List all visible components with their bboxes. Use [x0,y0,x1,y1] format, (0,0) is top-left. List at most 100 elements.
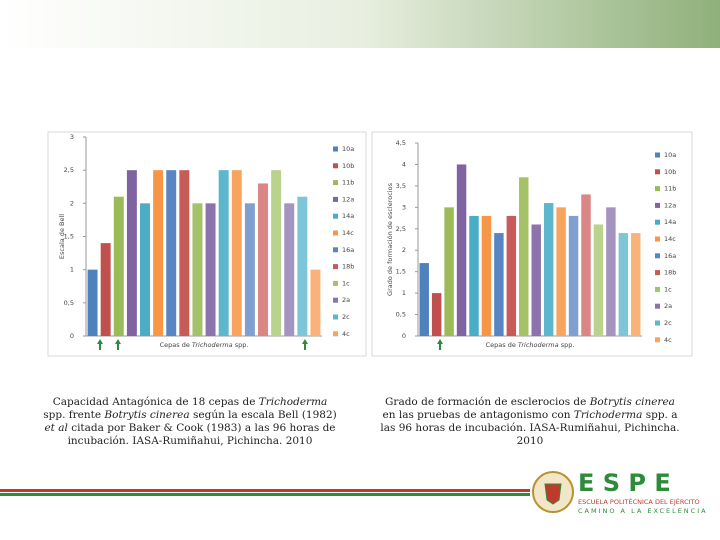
caption: Grado de formación de esclerocios de Bot… [380,396,680,448]
legend-label: 11b [664,185,676,193]
legend-swatch [655,337,660,343]
legend-swatch [333,331,338,337]
bar [166,170,177,336]
y-tick-label: 2 [402,246,406,254]
legend-label: 14a [664,218,676,226]
caption-part: spp. a las 96 horas de incubación. IASA-… [380,409,680,447]
x-axis-label: Cepas de Trichoderma spp. [160,341,249,349]
caption: Capacidad Antagónica de 18 cepas de Tric… [40,396,340,448]
legend-swatch [655,186,660,192]
legend-swatch [655,253,660,259]
x-axis-label-part: spp. [559,341,575,349]
bar [244,203,255,336]
bar [581,194,591,336]
x-axis-label-part: Trichoderma [518,341,559,349]
legend-swatch [655,286,660,292]
legend-label: 2c [342,313,350,321]
legend-swatch [333,247,338,253]
caption-part: Capacidad Antagónica de 18 cepas de [52,396,259,408]
legend-label: 16a [664,252,676,260]
legend-swatch [333,280,338,286]
y-tick-label: 0,5 [396,311,406,319]
bar [568,215,579,336]
bar [87,269,98,336]
bar [140,203,150,336]
legend-swatch [333,146,338,152]
legend-swatch [333,180,338,186]
legend-label: 2c [664,319,672,327]
y-tick-label: 1 [402,289,406,297]
legend-swatch [655,152,660,158]
legend-label: 10a [664,151,676,159]
y-tick-label: 1 [70,266,74,274]
logo-name: E S P E [578,469,671,497]
y-tick-label: 4,5 [396,139,406,147]
x-axis-label-part: Trichoderma [192,341,233,349]
caption-part: et al [44,422,68,434]
y-tick-label: 4 [402,160,406,168]
y-tick-label: 0,5 [64,299,74,307]
legend-label: 18b [342,263,354,271]
arrow-marker [437,339,443,350]
bar [456,164,467,336]
bar [506,215,517,336]
y-tick-label: 0 [402,332,406,340]
y-axis-label: Escala de Bell [58,214,66,259]
legend-label: 16a [342,246,354,254]
legend-swatch [333,230,338,236]
bar [153,170,164,336]
bar [631,233,641,336]
x-axis-label: Cepas de Trichoderma spp. [486,341,575,349]
legend-label: 10b [342,162,354,170]
bar [531,224,541,336]
bar [179,170,190,336]
legend-swatch [333,163,338,169]
legend-label: 4c [664,336,672,344]
legend-label: 10a [342,145,354,153]
bar [556,207,566,336]
y-axis-label: Grado de formación de esclerocios [386,182,394,296]
legend-swatch [655,202,660,208]
x-axis-label-part: spp. [233,341,249,349]
footer-line [0,489,530,492]
legend-label: 2a [664,302,672,310]
bar [271,170,282,336]
arrow-marker [302,339,308,350]
y-tick-label: 3 [402,203,406,211]
caption-part: Trichoderma [258,396,328,408]
legend-swatch [655,236,660,242]
y-tick-label: 3 [70,133,74,141]
caption-part: Botrytis cinerea [589,396,675,408]
legend-swatch [333,213,338,219]
y-tick-label: 2,5 [396,225,406,233]
y-tick-label: 1,5 [64,233,74,241]
arrow-marker [115,339,121,350]
x-axis-label-part: Cepas de [486,341,518,349]
logo-line: ESCUELA POLITÉCNICA DEL EJÉRCITO [578,497,700,506]
y-tick-label: 0 [70,332,74,340]
caption-part: Grado de formación de esclerocios de [385,396,590,408]
legend-swatch [333,196,338,202]
bar [126,170,137,336]
footer-line [0,493,530,496]
bar [593,224,604,336]
arrow-marker [97,339,103,350]
bar [258,183,268,336]
legend-label: 1c [664,285,672,293]
legend-label: 12a [342,195,354,203]
bar [100,243,111,336]
bar [519,177,529,336]
bar [444,207,454,336]
logo-line: CAMINO A LA EXCELENCIA [578,507,708,515]
bar [297,196,308,336]
legend-label: 4c [342,330,350,338]
logo-shield [544,483,562,505]
caption-part: según la escala Bell (1982) [189,409,337,421]
bar [469,215,479,336]
legend-swatch [333,264,338,270]
bar [606,207,616,336]
y-tick-label: 2,5 [64,166,74,174]
caption-part: en las pruebas de antagonismo con [382,409,574,421]
